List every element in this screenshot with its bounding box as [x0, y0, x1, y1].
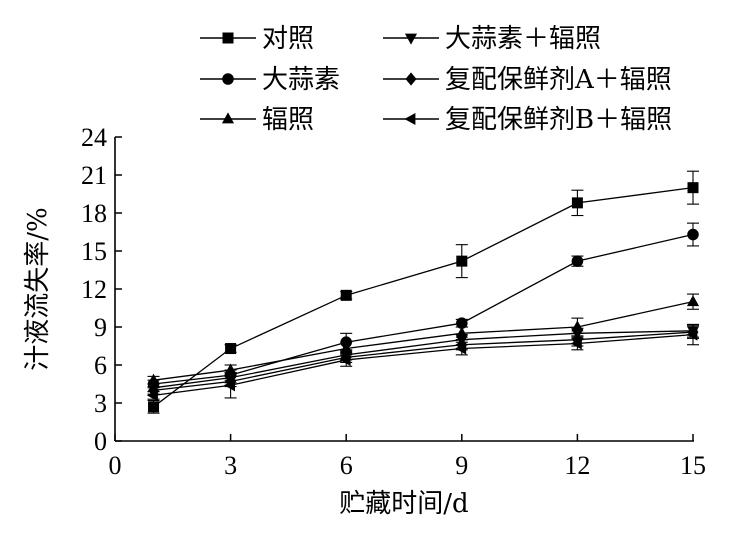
data-point — [686, 295, 700, 307]
x-axis-title: 贮藏时间/d — [339, 489, 468, 519]
plot-area: 0 3 6 9 12 15 0 3 6 9 12 15 18 21 24 — [81, 123, 706, 480]
legend-marker — [221, 112, 235, 124]
legend-label: 复配保鲜剂A＋辐照 — [445, 65, 672, 95]
legend-item: 大蒜素＋辐照 — [383, 24, 601, 54]
x-tick-label: 9 — [455, 451, 468, 480]
series-group — [146, 170, 700, 414]
series-3 — [147, 293, 700, 385]
legend-marker — [404, 33, 418, 45]
series-line — [153, 330, 694, 389]
legend-item: 对照 — [200, 24, 314, 54]
data-point — [340, 289, 352, 301]
data-point — [225, 343, 237, 355]
data-point — [456, 317, 468, 329]
data-point — [687, 182, 699, 194]
y-tick-label: 12 — [81, 275, 107, 304]
series-line — [153, 187, 694, 408]
legend-item: 复配保鲜剂B＋辐照 — [383, 105, 672, 135]
series-line — [153, 331, 694, 391]
legend-marker — [404, 112, 416, 126]
x-axis-ticks: 0 3 6 9 12 15 — [109, 434, 706, 480]
data-point — [687, 228, 699, 241]
legend-marker — [405, 72, 417, 86]
data-point — [455, 342, 467, 355]
legend-label: 辐照 — [262, 105, 314, 135]
x-tick-label: 0 — [109, 451, 122, 480]
series-line — [153, 333, 694, 397]
y-tick-label: 3 — [94, 389, 107, 418]
y-tick-label: 9 — [94, 313, 107, 342]
legend-item: 复配保鲜剂A＋辐照 — [383, 65, 672, 95]
series-6 — [146, 323, 699, 402]
legend-item: 辐照 — [200, 105, 314, 135]
legend-label: 对照 — [262, 24, 314, 54]
y-axis-title: 汁液流失率/% — [23, 207, 53, 370]
data-point — [456, 255, 468, 267]
data-point — [224, 363, 237, 375]
y-tick-label: 6 — [94, 351, 107, 380]
series-line — [153, 301, 694, 381]
data-point — [148, 401, 160, 413]
y-tick-label: 15 — [81, 237, 107, 266]
data-point — [571, 255, 584, 267]
data-point — [571, 197, 583, 209]
data-point — [686, 328, 698, 341]
y-tick-label: 0 — [94, 427, 107, 456]
legend-marker — [222, 73, 234, 85]
y-tick-label: 18 — [81, 199, 107, 228]
y-axis-ticks: 0 3 6 9 12 15 18 21 24 — [81, 123, 122, 456]
legend-marker — [222, 32, 234, 44]
data-point — [339, 353, 351, 366]
legend-label: 复配保鲜剂B＋辐照 — [445, 105, 672, 135]
y-tick-label: 21 — [81, 161, 107, 190]
series-line — [153, 233, 694, 385]
data-point — [146, 389, 158, 402]
data-point — [224, 379, 235, 392]
y-tick-label: 24 — [81, 123, 107, 152]
data-point — [570, 337, 582, 350]
legend-item: 大蒜素 — [200, 65, 340, 95]
x-tick-label: 15 — [680, 451, 706, 480]
series-1 — [147, 170, 699, 414]
x-tick-label: 6 — [340, 451, 353, 480]
legend-label: 大蒜素 — [262, 65, 340, 95]
x-tick-label: 3 — [224, 451, 237, 480]
legend-label: 大蒜素＋辐照 — [445, 24, 601, 54]
data-point — [147, 373, 160, 385]
x-tick-label: 12 — [564, 451, 590, 480]
